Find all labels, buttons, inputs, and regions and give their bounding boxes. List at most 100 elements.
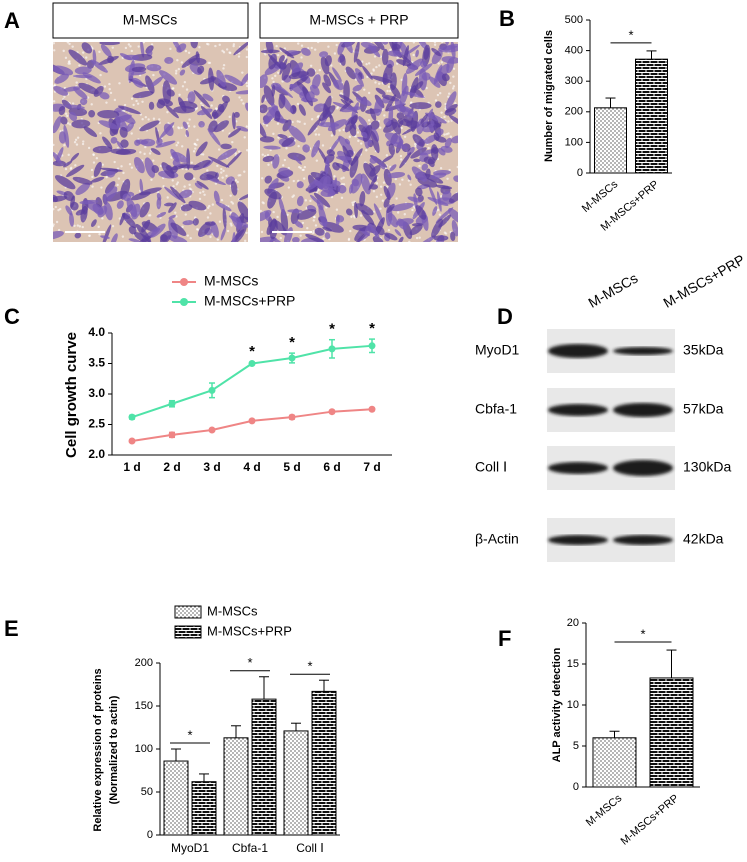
stained-cell [134, 139, 141, 146]
cell-pore [330, 64, 333, 67]
stained-cell [145, 75, 155, 94]
cell-pore [105, 101, 108, 104]
cell-pore [175, 69, 178, 73]
cell-pore [342, 183, 346, 186]
stained-cell [358, 116, 368, 128]
stained-cell [306, 68, 316, 77]
stained-cell [262, 155, 275, 163]
cell-pore [367, 91, 371, 95]
stained-cell [83, 126, 98, 138]
cell-pore [356, 131, 360, 134]
stained-cell [131, 203, 141, 220]
panel-label: C [4, 304, 20, 329]
stained-cell [391, 118, 402, 135]
stained-cell [231, 112, 236, 130]
cell-pore [108, 82, 111, 86]
bar [592, 737, 637, 788]
cell-pore [152, 159, 155, 162]
cell-pore [443, 115, 446, 119]
stained-cell [306, 91, 315, 102]
cell-pore [130, 49, 133, 53]
stained-cell [370, 120, 380, 130]
stained-cell [151, 165, 160, 174]
cell-pore [303, 122, 306, 126]
cell-pore [443, 133, 446, 136]
cell-pore [181, 145, 184, 148]
stained-cell [282, 119, 292, 132]
cell-pore [378, 64, 381, 67]
point [128, 437, 136, 445]
cell-pore [87, 146, 91, 150]
cell-pore [193, 177, 196, 180]
stained-cell [411, 222, 424, 227]
cell-pore [274, 74, 277, 78]
protein-label: MyoD1 [475, 342, 520, 358]
cell-pore [365, 149, 368, 152]
stained-cell [220, 226, 227, 241]
cell-pore [81, 225, 84, 229]
cell-pore [447, 92, 451, 95]
stained-cell [217, 148, 238, 161]
stained-cell [322, 95, 332, 118]
stained-cell [339, 100, 353, 112]
cell-pore [363, 88, 366, 91]
cell-pore [239, 174, 242, 177]
stained-cell [375, 87, 386, 95]
cell-pore [130, 132, 133, 135]
cell-pore [245, 81, 248, 85]
cell-pore [261, 153, 264, 156]
stained-cell [260, 119, 267, 138]
stained-cell [448, 192, 458, 203]
cell-pore [418, 236, 421, 239]
cell-pore [92, 153, 95, 156]
stained-cell [119, 53, 132, 61]
stained-cell [97, 109, 120, 119]
stained-cell [264, 175, 273, 184]
stained-cell [445, 91, 457, 110]
stained-cell [356, 58, 363, 68]
stained-cell [118, 105, 141, 115]
cell-pore [205, 42, 209, 46]
cell-pore [142, 42, 146, 44]
stained-cell [370, 75, 393, 83]
stained-cell [337, 184, 347, 194]
cell-pore [300, 56, 303, 59]
cell-pore [387, 85, 391, 88]
point [288, 413, 296, 421]
cell-pore [437, 62, 440, 65]
cell-pore [389, 48, 392, 52]
stained-cell [423, 108, 434, 126]
cell-pore [313, 48, 317, 51]
stained-cell [53, 116, 62, 134]
cell-pore [379, 185, 383, 188]
cell-pore [71, 102, 75, 105]
cell-pore [409, 183, 412, 186]
stained-cell [131, 66, 147, 73]
cell-pore [195, 228, 199, 231]
cell-pore [181, 85, 185, 88]
cell-pore [318, 68, 322, 72]
cell-pore [379, 126, 382, 129]
stained-cell [400, 106, 416, 118]
cell-pore [283, 158, 287, 162]
cell-pore [234, 179, 238, 182]
stained-cell [415, 49, 419, 58]
cell-pore [190, 161, 193, 164]
legend-swatch [174, 605, 202, 619]
stained-cell [166, 89, 175, 97]
cell-pore [352, 214, 356, 218]
cell-pore [234, 152, 237, 155]
stained-cell [80, 205, 88, 223]
stained-cell [407, 196, 422, 203]
micrographs [53, 42, 458, 242]
stained-cell [127, 191, 135, 197]
stained-cell [340, 106, 363, 113]
cell-pore [296, 102, 300, 106]
cell-pore [183, 80, 187, 84]
cell-pore [147, 214, 151, 217]
cell-pore [101, 217, 104, 220]
cell-pore [199, 191, 202, 194]
stained-cell [386, 203, 395, 213]
cell-pore [221, 176, 224, 179]
stained-cell [415, 187, 423, 197]
